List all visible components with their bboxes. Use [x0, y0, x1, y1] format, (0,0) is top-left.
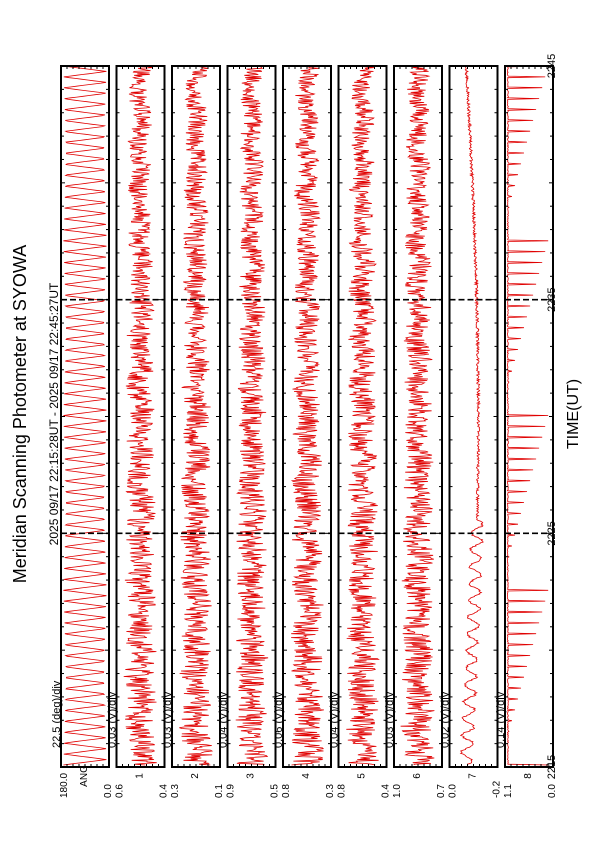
- y-top-label-4: 0.8: [281, 784, 292, 798]
- channel-label-7: 7: [468, 773, 479, 779]
- panel-1: 0.03 (V)/div 0.6 1 0.4: [107, 65, 170, 798]
- scale-label-ANG: 22.5 (deg)/div: [51, 680, 63, 748]
- panel-6: 0.03 (V)/div 1.0 6 0.7: [384, 65, 447, 798]
- y-bottom-label-2: 0.1: [214, 784, 225, 798]
- scale-label-6: 0.03 (V)/div: [384, 691, 396, 748]
- panel-5: 0.04 (V)/div 0.8 5 0.4: [329, 65, 392, 798]
- channel-label-4: 4: [301, 773, 312, 779]
- panel-4: 0.06 (V)/div 0.8 4 0.3: [273, 65, 336, 798]
- x-axis-label: TIME(UT): [565, 379, 582, 449]
- scale-label-4: 0.06 (V)/div: [273, 691, 285, 748]
- scale-label-5: 0.04 (V)/div: [329, 691, 341, 748]
- scale-label-1: 0.03 (V)/div: [107, 691, 119, 748]
- series-line-7: [459, 65, 484, 766]
- panel-7: 0.02 (V)/div 0.0 7 -0.2: [440, 65, 503, 798]
- channel-label-6: 6: [412, 773, 423, 779]
- y-top-label-8: 1.1: [503, 784, 514, 798]
- x-tick-label: 2215: [546, 755, 558, 779]
- panel-8: 0.14 (V)/div 1.1 8 0.0: [495, 65, 558, 798]
- y-top-label-7: 0.0: [448, 784, 459, 798]
- y-bottom-label-7: -0.2: [492, 780, 503, 798]
- y-top-label-2: 0.3: [170, 784, 181, 798]
- y-bottom-label-5: 0.4: [381, 784, 392, 798]
- series-line-1: [123, 65, 157, 766]
- scale-label-7: 0.02 (V)/div: [440, 691, 452, 748]
- channel-label-3: 3: [246, 773, 257, 779]
- x-tick-labels: 2215 2225 2235 2245: [546, 54, 558, 779]
- scale-label-8: 0.14 (V)/div: [495, 691, 507, 748]
- time-range-label: 2025 09/17 22:15:28UT - 2025 09/17 22:45…: [47, 282, 61, 545]
- channel-label-2: 2: [190, 773, 201, 779]
- x-tick-label: 2225: [546, 521, 558, 545]
- y-bottom-label-1: 0.4: [159, 784, 170, 798]
- x-tick-label: 2235: [546, 287, 558, 311]
- y-top-label-5: 0.8: [337, 784, 348, 798]
- panel-3: 0.04 (V)/div 0.9 3 0.5: [218, 65, 281, 798]
- series-line-6: [400, 65, 435, 766]
- y-bottom-label-ANG: 0.0: [103, 784, 114, 798]
- y-bottom-label-6: 0.7: [436, 784, 447, 798]
- chart-title: Meridian Scanning Photometer at SYOWA: [10, 245, 30, 584]
- channel-label-8: 8: [523, 773, 534, 779]
- panel-2: 0.03 (V)/div 0.3 2 0.1: [162, 65, 225, 798]
- series-line-8: [506, 65, 549, 766]
- y-bottom-label-8: 0.0: [547, 784, 558, 798]
- series-line-5: [346, 65, 380, 766]
- y-top-label-1: 0.6: [115, 784, 126, 798]
- y-top-label-ANG: 180.0: [59, 773, 70, 798]
- panel-frame: [448, 65, 499, 768]
- series-line-3: [235, 65, 269, 766]
- series-line-4: [290, 65, 324, 766]
- channel-label-ANG: ANG: [79, 765, 90, 787]
- y-top-label-3: 0.9: [226, 784, 237, 798]
- channel-label-5: 5: [357, 773, 368, 779]
- scale-label-3: 0.04 (V)/div: [218, 691, 230, 748]
- channel-label-1: 1: [135, 773, 146, 779]
- x-tick-label: 2245: [546, 54, 558, 78]
- series-line-2: [179, 65, 214, 766]
- series-line-ANG: [63, 65, 107, 766]
- panel-ANG: 22.5 (deg)/div 180.0 ANG 0.0: [51, 65, 114, 798]
- y-top-label-6: 1.0: [392, 784, 403, 798]
- y-bottom-label-4: 0.3: [325, 784, 336, 798]
- scale-label-2: 0.03 (V)/div: [162, 691, 174, 748]
- y-bottom-label-3: 0.5: [270, 784, 281, 798]
